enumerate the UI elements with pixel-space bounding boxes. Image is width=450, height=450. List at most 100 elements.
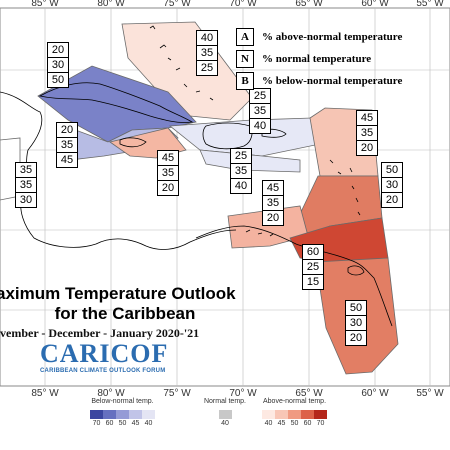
lon-label-60w: 60° W	[361, 0, 389, 9]
legend-key-above: A	[236, 28, 254, 46]
colorbar-above: Above-normal temp. 40 45 50 60 70	[262, 398, 327, 429]
prob-above: 50	[346, 301, 366, 316]
colorbar-above-tick: 60	[303, 420, 312, 427]
colorbar-below: Below-normal temp. 70 60 50 45 40	[90, 398, 155, 429]
legend-key-below: B	[236, 72, 254, 90]
legend-text-normal: % normal temperature	[262, 53, 372, 65]
colorbar-above-swatch	[314, 410, 327, 419]
prob-below: 40	[234, 180, 248, 192]
colorbar-below-tick: 50	[118, 420, 127, 427]
prob-above: 25	[231, 149, 251, 164]
prob-below: 30	[19, 194, 33, 206]
colorbar-below-swatch	[90, 410, 103, 419]
lon-label-bottom-65w: 65° W	[295, 388, 323, 399]
prob-normal: 35	[263, 196, 283, 211]
prob-below: 15	[306, 276, 320, 288]
colorbar-normal-swatches	[200, 410, 250, 419]
prob-below: 25	[200, 62, 214, 74]
prob-box-bahamas: 40 35 25	[196, 30, 218, 76]
prob-normal: 35	[197, 46, 217, 61]
lon-label-65w: 65° W	[295, 0, 323, 9]
colorbar-below-tick: 70	[92, 420, 101, 427]
legend-row-normal: N % normal temperature	[236, 48, 402, 70]
colorbar-normal-swatch	[218, 410, 232, 419]
colorbar-below-swatch	[142, 410, 155, 419]
prob-box-northern-leewards: 45 35 20	[356, 110, 378, 156]
lon-label-55w: 55° W	[416, 0, 444, 9]
lon-label-bottom-55w: 55° W	[416, 388, 444, 399]
colorbar-below-swatches	[90, 410, 155, 419]
legend-text-below: % below-normal temperature	[262, 75, 403, 87]
colorbar-above-swatch	[288, 410, 301, 419]
lon-label-bottom-70w: 70° W	[229, 388, 257, 399]
prob-box-hispaniola-north: 25 35 40	[249, 88, 271, 134]
logo-name: CARICOF	[40, 339, 169, 368]
prob-box-guianas: 50 30 20	[345, 300, 367, 346]
colorbar-above-swatch	[301, 410, 314, 419]
prob-box-cayman-jamaica: 20 35 45	[56, 122, 78, 168]
prob-box-cuba: 20 30 50	[47, 42, 69, 88]
colorbar-above-tick: 70	[316, 420, 325, 427]
prob-normal: 35	[16, 178, 36, 193]
longitude-labels: 85° W 80° W 75° W 70° W 65° W 60° W 55° …	[31, 0, 444, 399]
logo-subtitle: CARIBBEAN CLIMATE OUTLOOK FORUM	[40, 368, 166, 374]
caricof-logo: CARICOF CARIBBEAN CLIMATE OUTLOOK FORUM	[40, 339, 200, 375]
prob-above: 45	[263, 181, 283, 196]
map-subtitle: ovember - December - January 2020-'21	[0, 326, 200, 340]
prob-box-belize: 35 35 30	[15, 162, 37, 208]
prob-below: 40	[253, 120, 267, 132]
colorbar-normal-ticks: 40	[200, 419, 250, 429]
prob-box-hispaniola-south: 25 35 40	[230, 148, 252, 194]
prob-box-abc-islands: 45 35 20	[262, 180, 284, 226]
colorbar-normal: Normal temp. 40	[200, 398, 250, 429]
prob-box-trinidad: 60 25 15	[302, 244, 324, 290]
colorbar-above-swatch	[275, 410, 288, 419]
colorbar-below-tick: 45	[131, 420, 140, 427]
colorbar-above-tick: 45	[277, 420, 286, 427]
lon-label-75w: 75° W	[163, 0, 191, 9]
map-title-block: aximum Temperature Outlook for the Carib…	[0, 284, 250, 341]
colorbar-below-ticks: 70 60 50 45 40	[90, 419, 155, 429]
colorbar-below-swatch	[129, 410, 142, 419]
prob-above: 20	[57, 123, 77, 138]
prob-above: 60	[303, 245, 323, 260]
probability-legend: A % above-normal temperature N % normal …	[236, 26, 402, 92]
legend-text-above: % above-normal temperature	[262, 31, 403, 43]
colorbar-normal-tick: 40	[221, 420, 229, 427]
colorbar-above-title: Above-normal temp.	[262, 398, 327, 405]
colorbar-above-swatch	[262, 410, 275, 419]
prob-normal: 35	[231, 164, 251, 179]
lon-label-bottom-75w: 75° W	[163, 388, 191, 399]
prob-normal: 25	[303, 260, 323, 275]
colorbar-below-title: Below-normal temp.	[91, 398, 154, 405]
colorbar-below-tick: 60	[105, 420, 114, 427]
map-title-line2: for the Caribbean	[54, 304, 196, 323]
prob-above: 25	[250, 89, 270, 104]
prob-above: 45	[357, 111, 377, 126]
colorbar-above-tick: 40	[264, 420, 273, 427]
legend-key-normal: N	[236, 50, 254, 68]
colorbar-normal-title: Normal temp.	[203, 398, 246, 405]
prob-box-eastern-caribbean: 50 30 20	[381, 162, 403, 208]
prob-above: 40	[197, 31, 217, 46]
prob-below: 50	[51, 74, 65, 86]
prob-below: 20	[360, 142, 374, 154]
prob-below: 20	[349, 332, 363, 344]
lon-label-bottom-85w: 85° W	[31, 388, 59, 399]
colorbar-below-swatch	[116, 410, 129, 419]
colorbar-below-tick: 40	[144, 420, 153, 427]
prob-below: 20	[266, 212, 280, 224]
prob-above: 50	[382, 163, 402, 178]
colorbar-above-swatches	[262, 410, 327, 419]
prob-above: 45	[158, 151, 178, 166]
prob-normal: 35	[250, 104, 270, 119]
prob-normal: 30	[382, 178, 402, 193]
colorbar-above-tick: 50	[290, 420, 299, 427]
prob-normal: 35	[357, 126, 377, 141]
lon-label-bottom-80w: 80° W	[97, 388, 125, 399]
prob-normal: 30	[346, 316, 366, 331]
prob-box-jamaica-south: 45 35 20	[157, 150, 179, 196]
prob-below: 20	[385, 194, 399, 206]
map-title: aximum Temperature Outlook	[0, 284, 236, 303]
prob-above: 35	[16, 163, 36, 178]
